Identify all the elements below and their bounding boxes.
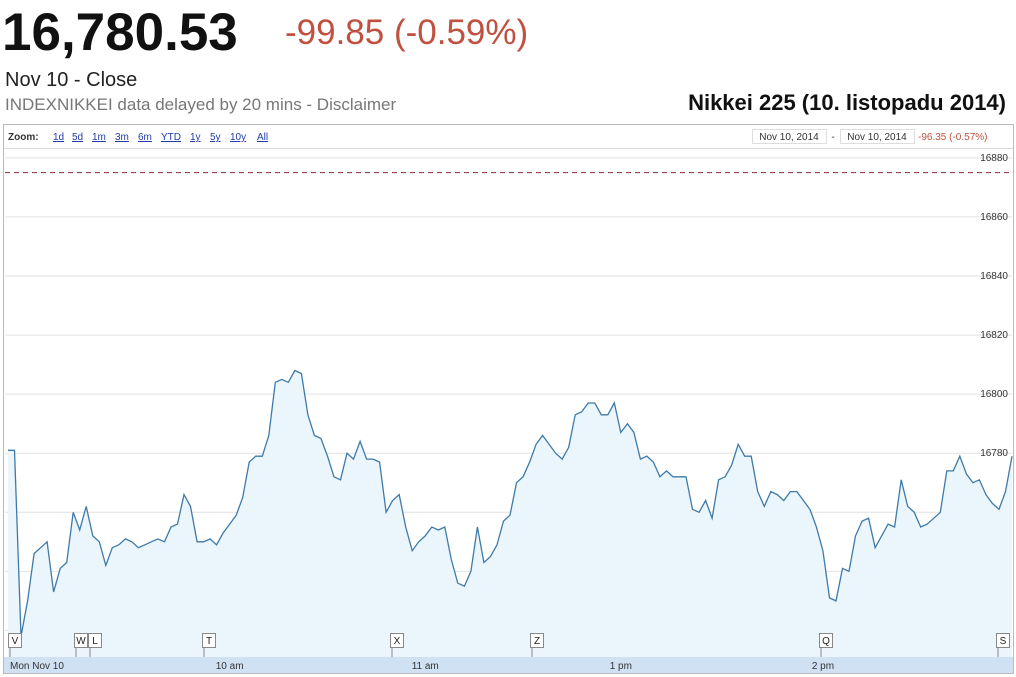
caption: Nikkei 225 (10. listopadu 2014) bbox=[688, 90, 1006, 115]
range-end: Nov 10, 2014 bbox=[847, 132, 907, 143]
flag-box[interactable] bbox=[996, 633, 1010, 648]
zoom-option[interactable]: YTD bbox=[161, 132, 181, 143]
flag-label: L bbox=[92, 636, 98, 647]
zoom-option[interactable]: 5d bbox=[72, 132, 83, 143]
range-box bbox=[840, 129, 915, 144]
range-change: -96.35 (-0.57%) bbox=[918, 132, 987, 143]
price-line bbox=[8, 369, 1013, 637]
zoom-option[interactable]: 1y bbox=[190, 132, 201, 143]
x-tick-label: 2 pm bbox=[812, 661, 834, 672]
flag-label: Q bbox=[822, 636, 830, 647]
x-tick-label: 1 pm bbox=[610, 661, 632, 672]
flag-box[interactable] bbox=[202, 633, 216, 648]
flag-label: T bbox=[206, 636, 212, 647]
zoom-option[interactable]: All bbox=[257, 132, 268, 143]
range-separator: - bbox=[831, 132, 834, 143]
area-fill bbox=[8, 370, 1012, 657]
x-axis-band bbox=[4, 657, 1013, 673]
zoom-label: Zoom: bbox=[8, 132, 39, 143]
x-tick-label: 10 am bbox=[216, 661, 244, 672]
y-tick-label: 16780 bbox=[980, 448, 1008, 459]
flag-label: S bbox=[1000, 636, 1007, 647]
flag-box[interactable] bbox=[819, 633, 833, 648]
zoom-option[interactable]: 1d bbox=[53, 132, 64, 143]
zoom-option[interactable]: 5y bbox=[210, 132, 221, 143]
y-tick-label: 16880 bbox=[980, 153, 1008, 164]
y-tick-label: 16860 bbox=[980, 212, 1008, 223]
zoom-option[interactable]: 10y bbox=[230, 132, 246, 143]
zoom-option[interactable]: 6m bbox=[138, 132, 152, 143]
range-box bbox=[752, 129, 827, 144]
zoom-option[interactable]: 1m bbox=[92, 132, 106, 143]
zoom-option[interactable]: 3m bbox=[115, 132, 129, 143]
x-tick-label: 11 am bbox=[412, 661, 439, 672]
price-change: -99.85 (-0.59%) bbox=[285, 13, 528, 52]
y-tick-label: 16800 bbox=[980, 389, 1008, 400]
flag-box[interactable] bbox=[530, 633, 544, 648]
status: Nov 10 - Close bbox=[5, 69, 137, 91]
flag-label: X bbox=[394, 636, 401, 647]
y-tick-label: 16820 bbox=[980, 330, 1008, 341]
price: 16,780.53 bbox=[2, 3, 238, 62]
flag-box[interactable] bbox=[8, 633, 22, 648]
flag-box[interactable] bbox=[88, 633, 102, 648]
flag-box[interactable] bbox=[390, 633, 404, 648]
flag-label: Z bbox=[534, 636, 540, 647]
y-tick-label: 16840 bbox=[980, 271, 1008, 282]
source: INDEXNIKKEI data delayed by 20 mins - Di… bbox=[5, 95, 396, 114]
range-start: Nov 10, 2014 bbox=[759, 132, 819, 143]
flag-label: V bbox=[12, 636, 19, 647]
x-tick-label: Mon Nov 10 bbox=[10, 661, 64, 672]
flag-box[interactable] bbox=[74, 633, 88, 648]
flag-label: W bbox=[76, 636, 86, 647]
